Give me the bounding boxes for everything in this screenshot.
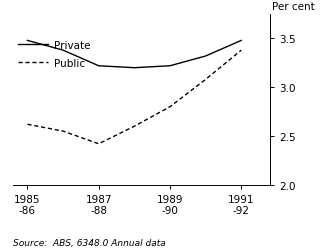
Private — [204, 55, 208, 58]
Public — [239, 50, 243, 52]
Private — [239, 40, 243, 43]
Public — [132, 125, 136, 128]
Legend: Private, Public: Private, Public — [18, 40, 90, 69]
Public — [168, 106, 172, 109]
Public — [61, 130, 65, 133]
Text: Source:  ABS, 6348.0 Annual data: Source: ABS, 6348.0 Annual data — [13, 238, 166, 248]
Private — [168, 65, 172, 68]
Public — [97, 143, 101, 146]
Public — [25, 123, 29, 126]
Private — [25, 40, 29, 43]
Public — [204, 78, 208, 82]
Private — [61, 50, 65, 52]
Private — [97, 65, 101, 68]
Private — [132, 67, 136, 70]
Line: Private: Private — [27, 41, 241, 68]
Y-axis label: Per cent: Per cent — [272, 2, 315, 12]
Line: Public: Public — [27, 51, 241, 144]
